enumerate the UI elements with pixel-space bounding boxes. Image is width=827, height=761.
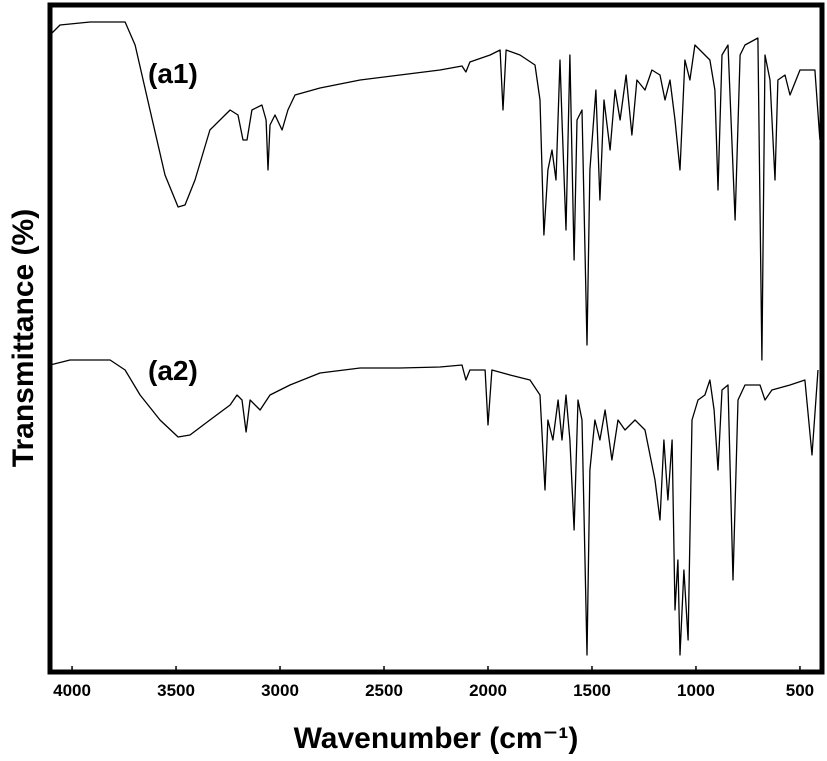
spectrum-line: [49, 359, 819, 656]
x-tick-label: 3500: [157, 681, 195, 700]
x-tick-label: 2500: [365, 681, 403, 700]
x-tick-label: 4000: [53, 681, 91, 700]
x-tick-label: 3000: [261, 681, 299, 700]
x-tick-label: 2000: [469, 681, 507, 700]
x-tick-label: 500: [786, 681, 814, 700]
x-tick-label: 1000: [677, 681, 715, 700]
annotation: (a2): [148, 355, 198, 386]
spectrum-line: [49, 21, 821, 361]
plot-frame: [47, 2, 825, 675]
y-axis-title: Transmittance (%): [7, 209, 40, 467]
annotation: (a1): [148, 58, 198, 89]
x-tick-label: 1500: [573, 681, 611, 700]
x-axis-title: Wavenumber (cm⁻¹): [294, 722, 579, 755]
